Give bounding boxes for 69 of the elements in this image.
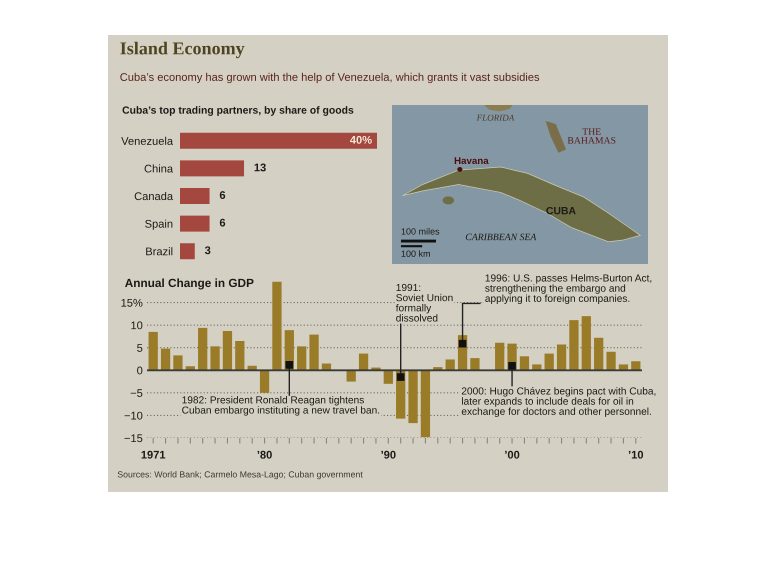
annotation: 1991: Soviet Union formally dissolved <box>396 284 453 322</box>
bar <box>606 352 616 370</box>
bar <box>198 328 208 370</box>
bar <box>222 331 232 370</box>
y-tick-label: Venezuela <box>121 136 174 145</box>
bar <box>495 342 504 370</box>
bar <box>582 316 591 370</box>
bar <box>346 370 356 382</box>
annotation: 2000: Hugo Chávez begins pact with Cuba, later expands to include deals for oil in exchange for doctors and other personnel. <box>462 386 656 417</box>
data-label: 3 <box>204 246 210 254</box>
bar <box>594 338 604 370</box>
text: 100 km <box>402 250 430 257</box>
bar <box>569 320 579 370</box>
bar <box>180 132 377 149</box>
y-tick-label: 15% <box>121 298 142 307</box>
bar <box>297 346 306 370</box>
bar <box>180 216 210 232</box>
x-tick-label: ’00 <box>505 450 520 459</box>
bar <box>408 370 418 424</box>
bar <box>470 358 480 370</box>
y-tick-label: 0 <box>137 366 142 374</box>
y-tick-label: −10 <box>124 412 142 420</box>
y-tick-label: 10 <box>131 321 142 330</box>
chart-title: Annual Change in GDP <box>125 278 254 290</box>
chart-title: Cuba’s top trading partners, by share of goods <box>122 106 354 116</box>
bar <box>210 346 220 370</box>
bar <box>420 370 430 438</box>
bar <box>148 332 158 370</box>
text: FLORIDA <box>476 114 514 121</box>
text: THE BAHAMAS <box>568 128 616 144</box>
y-tick-label: −15 <box>124 434 142 442</box>
x-tick-label: 1971 <box>142 450 166 459</box>
bar <box>446 359 455 370</box>
bar <box>384 370 393 384</box>
bar <box>544 354 554 370</box>
text: Cuba’s economy has grown with the help of Venezuela, which grants it vast subsidies <box>120 72 540 84</box>
bar <box>173 355 183 370</box>
bar <box>180 160 244 176</box>
y-tick-label: −5 <box>130 389 142 397</box>
annotation: 1996: U.S. passes Helms-Burton Act, strengthening the embargo and applying it to foreign companies. <box>485 274 652 304</box>
text: Havana <box>454 157 489 164</box>
y-tick-label: Brazil <box>146 247 172 256</box>
y-tick-label: 5 <box>137 344 142 352</box>
x-tick-label: ’80 <box>258 450 272 459</box>
bar <box>520 356 530 370</box>
bar <box>235 340 244 370</box>
y-tick-label: China <box>144 164 174 173</box>
bar <box>160 348 170 370</box>
y-tick-label: Spain <box>145 220 172 230</box>
bar <box>260 370 270 393</box>
bar <box>358 354 368 370</box>
y-tick-label: Canada <box>134 192 174 200</box>
bar <box>309 334 319 370</box>
text: CARIBBEAN SEA <box>466 234 536 240</box>
text: Island Economy <box>120 42 244 58</box>
data-label: 6 <box>220 218 226 227</box>
x-tick-label: ’90 <box>381 450 396 459</box>
data-label: 6 <box>220 191 226 199</box>
bar <box>180 188 210 204</box>
annotation: 1982: President Ronald Reagan tightens Cuban embargo instituting a new travel ban. <box>182 396 380 416</box>
text: 100 miles <box>402 228 440 235</box>
bar <box>180 243 195 260</box>
data-label: 13 <box>254 164 266 172</box>
data-label: 40% <box>350 136 372 144</box>
source-note: Sources: World Bank; Carmelo Mesa-Lago; Cuban government <box>118 471 363 480</box>
bar <box>556 344 566 370</box>
x-tick-label: ’10 <box>628 450 644 459</box>
text: CUBA <box>546 206 576 214</box>
bar <box>272 282 282 370</box>
